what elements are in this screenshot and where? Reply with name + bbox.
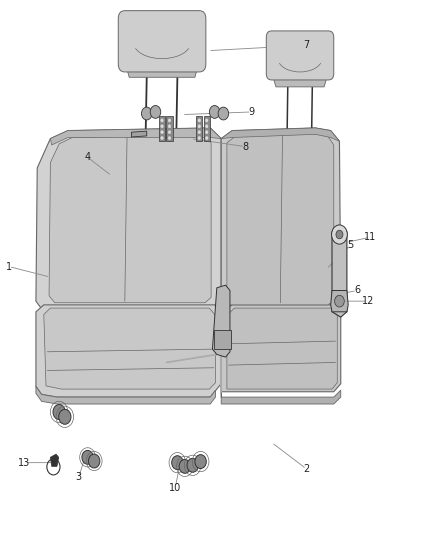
Circle shape <box>161 131 163 134</box>
Polygon shape <box>44 308 215 389</box>
FancyBboxPatch shape <box>118 11 206 72</box>
Text: 5: 5 <box>347 240 353 250</box>
Circle shape <box>198 131 201 134</box>
Circle shape <box>168 136 171 140</box>
Circle shape <box>88 454 100 468</box>
Circle shape <box>198 136 201 140</box>
Polygon shape <box>49 135 211 303</box>
Polygon shape <box>125 61 199 77</box>
Polygon shape <box>214 330 231 349</box>
Text: 9: 9 <box>249 107 255 117</box>
Circle shape <box>141 107 152 120</box>
Text: 10: 10 <box>169 483 181 492</box>
Polygon shape <box>36 386 215 404</box>
Circle shape <box>198 125 201 128</box>
Polygon shape <box>159 116 165 141</box>
Circle shape <box>195 455 206 469</box>
Polygon shape <box>50 128 221 145</box>
Text: 7: 7 <box>304 41 310 50</box>
Polygon shape <box>36 128 221 312</box>
Polygon shape <box>227 308 337 389</box>
Polygon shape <box>221 305 341 392</box>
Circle shape <box>59 409 71 424</box>
Circle shape <box>205 119 208 122</box>
Text: 4: 4 <box>85 152 91 162</box>
Circle shape <box>161 119 163 122</box>
Polygon shape <box>204 116 210 141</box>
FancyBboxPatch shape <box>266 31 334 80</box>
Circle shape <box>205 125 208 128</box>
Circle shape <box>161 125 163 128</box>
Text: 2: 2 <box>304 464 310 474</box>
Circle shape <box>161 136 163 140</box>
Polygon shape <box>272 72 328 87</box>
Circle shape <box>168 125 171 128</box>
Circle shape <box>332 225 347 244</box>
Polygon shape <box>332 227 347 317</box>
Circle shape <box>336 230 343 239</box>
Polygon shape <box>196 116 202 141</box>
Circle shape <box>172 456 183 470</box>
Circle shape <box>53 405 65 419</box>
Circle shape <box>168 131 171 134</box>
Text: 6: 6 <box>354 286 360 295</box>
Polygon shape <box>166 116 173 141</box>
Polygon shape <box>212 285 230 357</box>
Polygon shape <box>36 305 221 397</box>
Text: 13: 13 <box>18 458 30 467</box>
Polygon shape <box>221 128 341 312</box>
Polygon shape <box>227 133 334 305</box>
Polygon shape <box>221 128 339 141</box>
Text: 12: 12 <box>362 296 374 306</box>
Circle shape <box>209 106 220 118</box>
Polygon shape <box>131 131 147 137</box>
Circle shape <box>187 458 198 472</box>
Circle shape <box>150 106 161 118</box>
Polygon shape <box>221 390 341 404</box>
Circle shape <box>179 459 191 473</box>
Polygon shape <box>331 290 348 312</box>
Circle shape <box>82 450 93 464</box>
Polygon shape <box>50 454 59 466</box>
Circle shape <box>335 295 344 307</box>
Circle shape <box>168 119 171 122</box>
Circle shape <box>205 136 208 140</box>
Text: 11: 11 <box>364 232 376 242</box>
Circle shape <box>205 131 208 134</box>
Circle shape <box>218 107 229 120</box>
Circle shape <box>198 119 201 122</box>
Text: 8: 8 <box>242 142 248 151</box>
Text: 1: 1 <box>6 262 12 271</box>
Text: 3: 3 <box>76 472 82 482</box>
